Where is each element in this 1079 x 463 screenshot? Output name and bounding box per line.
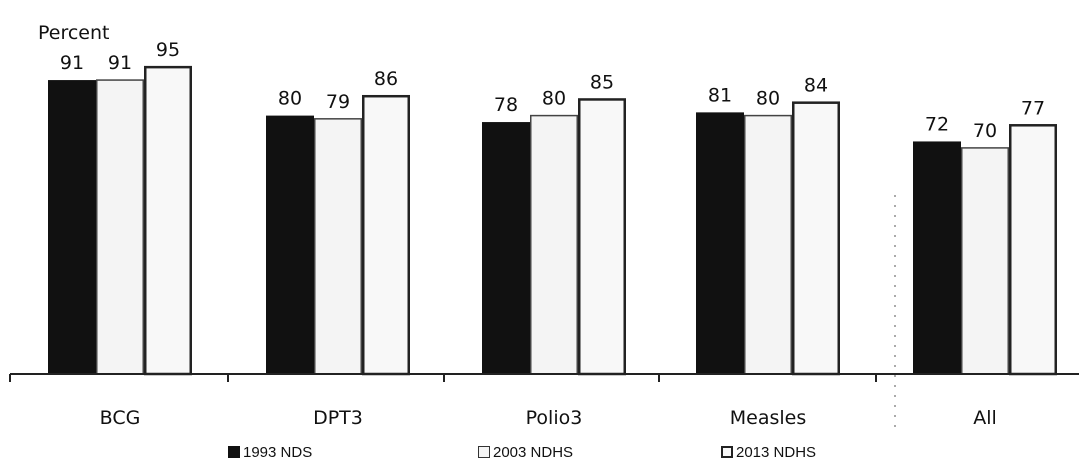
value-label-measles-1993-nds: 81 [708, 84, 732, 106]
value-label-all-1993-nds: 72 [925, 113, 949, 135]
bar-dpt3-2003-ndhs [314, 118, 362, 375]
value-label-measles-2013-ndhs: 84 [804, 75, 828, 97]
bars-group [48, 65, 1057, 376]
bar-polio3-1993-nds [482, 122, 530, 374]
legend-label-2013: 2013 NDHS [736, 443, 817, 461]
legend-label-2003: 2003 NDHS [493, 443, 574, 461]
category-label-bcg: BCG [100, 407, 141, 429]
bar-all-2003-ndhs [961, 147, 1009, 375]
category-label-polio3: Polio3 [526, 407, 583, 429]
legend-swatch-2013 [721, 446, 733, 458]
value-label-polio3-2013-ndhs: 85 [590, 71, 614, 93]
legend-item-2003: 2003 NDHS [478, 442, 573, 462]
legend-item-1993: 1993 NDS [228, 442, 312, 462]
value-label-polio3-2003-ndhs: 80 [542, 88, 566, 110]
legend-swatch-2003 [478, 446, 490, 458]
x-axis-ticks [9, 374, 877, 382]
value-label-all-2013-ndhs: 77 [1021, 97, 1045, 119]
value-label-measles-2003-ndhs: 80 [756, 88, 780, 110]
value-labels-group: 91 91 95 80 79 86 78 80 85 81 80 84 72 70 77 [60, 39, 1045, 142]
value-label-dpt3-2013-ndhs: 86 [374, 68, 398, 90]
value-label-all-2003-ndhs: 70 [973, 120, 997, 142]
value-label-polio3-1993-nds: 78 [494, 94, 518, 116]
legend-item-2013: 2013 NDHS [721, 442, 816, 462]
bar-dpt3-2013-ndhs [362, 94, 410, 376]
value-label-bcg-2003-ndhs: 91 [108, 52, 132, 74]
bar-measles-2013-ndhs [792, 101, 840, 376]
bar-all-2013-ndhs [1009, 124, 1057, 376]
bar-all-1993-nds [913, 141, 961, 374]
bar-measles-1993-nds [696, 112, 744, 375]
legend-label-1993: 1993 NDS [243, 443, 313, 461]
category-labels-group: BCG DPT3 Polio3 Measles All [100, 407, 997, 429]
bar-dpt3-1993-nds [266, 115, 314, 374]
bar-polio3-2003-ndhs [530, 114, 578, 375]
value-label-dpt3-1993-nds: 80 [278, 88, 302, 110]
category-label-dpt3: DPT3 [313, 407, 363, 429]
value-label-dpt3-2003-ndhs: 79 [326, 91, 350, 113]
bar-measles-2003-ndhs [744, 114, 792, 375]
bar-bcg-2013-ndhs [144, 65, 192, 376]
value-label-bcg-2013-ndhs: 95 [156, 39, 180, 61]
bar-bcg-2003-ndhs [96, 79, 144, 375]
category-label-measles: Measles [730, 407, 807, 429]
legend-swatch-1993 [228, 446, 240, 458]
y-axis-label: Percent [38, 22, 110, 44]
value-label-bcg-1993-nds: 91 [60, 52, 84, 74]
bar-bcg-1993-nds [48, 80, 96, 374]
bar-polio3-2013-ndhs [578, 98, 626, 376]
category-label-all: All [973, 407, 997, 429]
